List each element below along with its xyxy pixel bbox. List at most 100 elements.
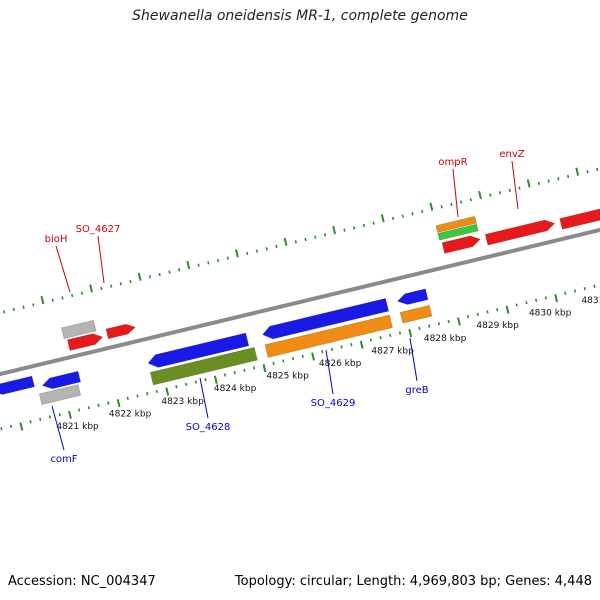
tick-labels: 4821 kbp 4822 kbp 4823 kbp 4824 kbp 4825 kbp… <box>56 296 600 432</box>
minor-tick <box>401 214 404 218</box>
minor-tick <box>22 305 25 309</box>
minor-tick <box>498 191 502 195</box>
minor-tick <box>391 216 395 221</box>
minor-tick <box>216 258 220 263</box>
minor-tick <box>48 415 52 419</box>
gene-block <box>435 215 477 233</box>
minor-tick <box>158 272 161 277</box>
minor-tick <box>437 322 441 326</box>
gene-arrow <box>441 235 481 254</box>
minor-tick <box>71 293 74 298</box>
feature-labels: bioH SO_4627 ompR envZ comF SO_4628 SO_4629 gre… <box>45 149 525 465</box>
minor-tick <box>447 319 450 323</box>
minor-tick <box>450 202 453 207</box>
minor-tick <box>109 284 113 288</box>
tick-label: 4824 kbp <box>214 384 257 394</box>
minor-tick <box>544 296 547 300</box>
minor-tick <box>100 286 103 291</box>
major-tick <box>68 410 72 419</box>
minor-tick <box>557 177 560 181</box>
minor-tick <box>535 298 538 302</box>
minor-tick <box>362 223 366 228</box>
minor-tick <box>12 307 15 312</box>
tick-label: 4831 kbp <box>581 296 600 306</box>
minor-tick <box>515 303 518 307</box>
minor-tick <box>175 385 178 389</box>
label-leader-line <box>511 160 519 210</box>
minor-tick <box>184 382 188 387</box>
gene-block <box>399 305 433 324</box>
minor-tick <box>207 261 210 265</box>
label-leader-line <box>325 349 334 395</box>
minor-tick <box>255 249 259 253</box>
minor-tick <box>564 291 567 295</box>
minor-tick <box>272 361 275 366</box>
gene-arrow <box>262 298 389 340</box>
minor-tick <box>51 298 54 302</box>
gene-arrow <box>147 332 250 368</box>
minor-tick <box>294 240 297 244</box>
gene-arrow <box>105 323 136 340</box>
feature-label-bioh: bioH <box>45 234 68 245</box>
tick-label: 4829 kbp <box>476 321 519 331</box>
minor-tick <box>469 198 472 202</box>
minor-tick <box>321 350 324 354</box>
feature-label-so-4628: SO_4628 <box>186 422 231 433</box>
minor-tick <box>537 181 541 186</box>
minor-tick <box>155 389 159 394</box>
accession-text: Accession: NC_004347 <box>8 574 156 589</box>
minor-tick <box>0 427 3 431</box>
minor-tick <box>178 268 181 272</box>
gene-arrow <box>396 288 429 305</box>
minor-tick <box>233 371 236 375</box>
gene-block <box>61 319 97 339</box>
major-tick <box>408 328 413 338</box>
minor-tick <box>226 256 229 260</box>
minor-tick <box>389 333 392 337</box>
minor-tick <box>486 310 489 314</box>
major-tick <box>235 249 239 258</box>
genome-summary-text: Topology: circular; Length: 4,969,803 bp… <box>234 574 592 589</box>
minor-tick <box>253 366 256 370</box>
major-tick <box>40 295 45 305</box>
major-tick <box>311 352 315 361</box>
major-tick <box>457 317 461 326</box>
label-leader-line <box>452 168 459 218</box>
minor-tick <box>586 170 589 174</box>
major-tick <box>213 375 218 384</box>
gene-block <box>38 384 82 405</box>
major-tick <box>19 422 24 431</box>
label-leader-line <box>97 235 105 284</box>
minor-tick <box>343 228 346 232</box>
minor-tick <box>350 343 353 347</box>
minor-tick <box>80 291 84 295</box>
outer-tick-ring <box>2 167 599 314</box>
feature-label-comf: comF <box>50 454 77 465</box>
major-tick <box>262 364 267 373</box>
minor-tick <box>129 279 132 284</box>
minor-tick <box>275 244 278 249</box>
minor-tick <box>440 205 443 209</box>
minor-tick <box>126 396 129 401</box>
major-tick <box>89 284 93 293</box>
gene-arrow <box>559 208 600 230</box>
label-leader-line <box>55 245 71 293</box>
feature-label-envz: envZ <box>499 149 524 160</box>
minor-tick <box>39 417 42 422</box>
gene-arrow <box>41 370 81 390</box>
minor-tick <box>136 394 139 398</box>
minor-tick <box>566 174 570 179</box>
tick-label: 4822 kbp <box>109 409 152 419</box>
minor-tick <box>107 401 110 405</box>
major-tick <box>116 399 121 408</box>
minor-tick <box>265 247 268 251</box>
major-tick <box>137 272 142 281</box>
minor-tick <box>547 179 550 183</box>
minor-tick <box>9 424 13 429</box>
minor-tick <box>61 296 64 300</box>
minor-tick <box>353 226 356 230</box>
major-tick <box>575 167 580 176</box>
minor-tick <box>593 284 596 288</box>
